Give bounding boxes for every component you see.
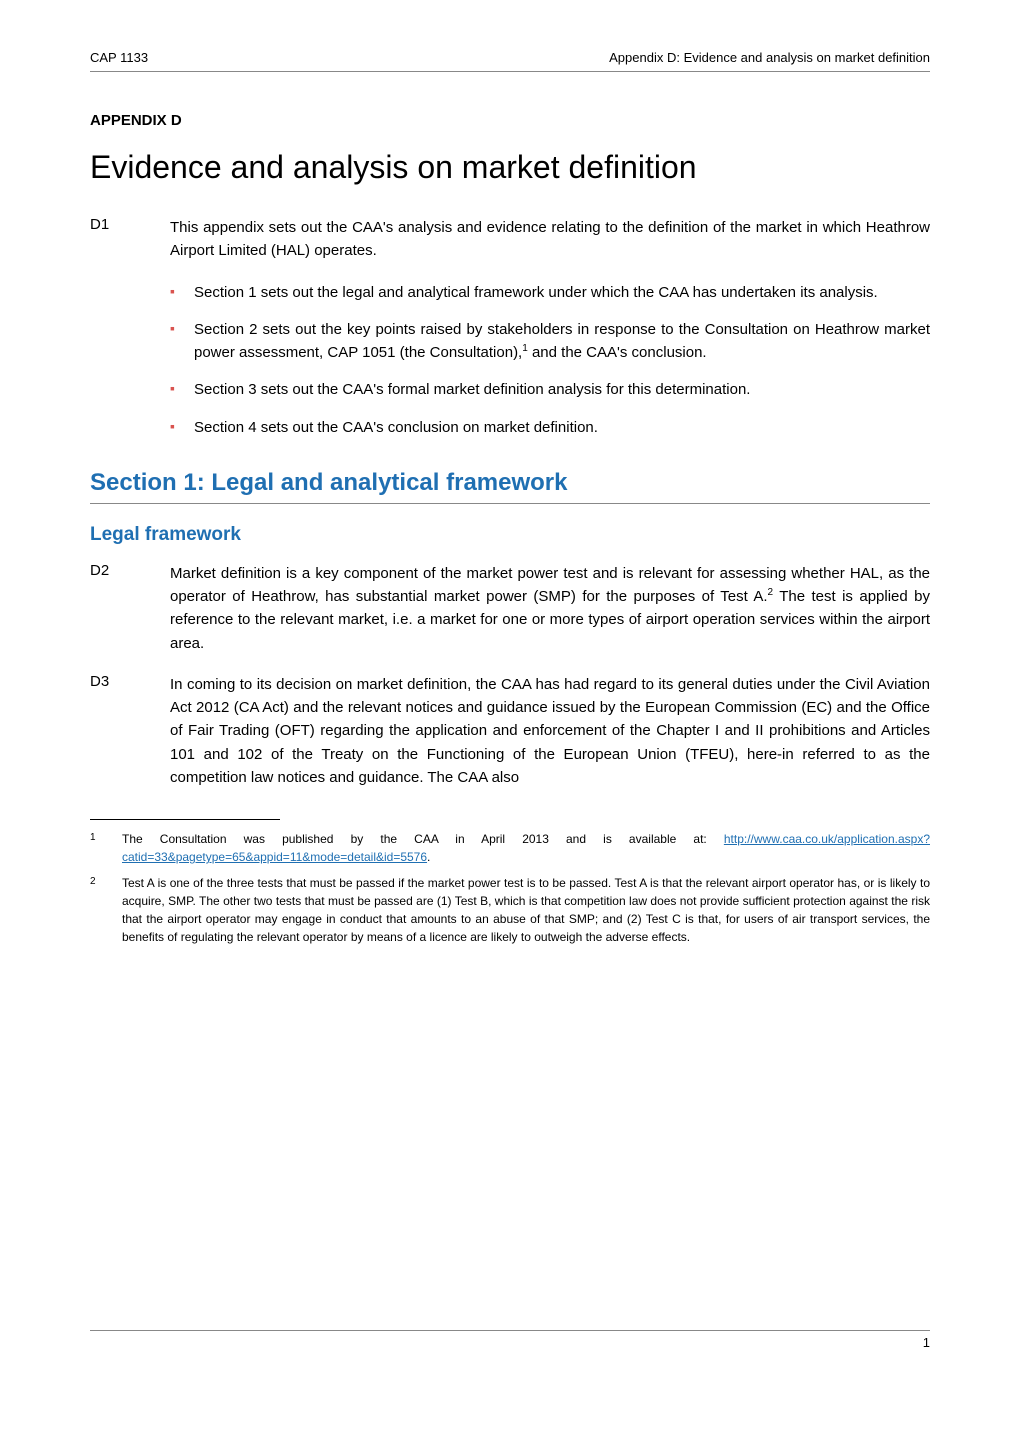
bullet-marker-icon: ▪	[170, 416, 194, 439]
bullet-item: ▪ Section 1 sets out the legal and analy…	[170, 281, 930, 304]
bullet-text: Section 4 sets out the CAA's conclusion …	[194, 416, 930, 439]
footnote-2: 2 Test A is one of the three tests that …	[90, 874, 930, 946]
header-right: Appendix D: Evidence and analysis on mar…	[609, 50, 930, 65]
footnote-num: 1	[90, 830, 122, 866]
page-footer: 1	[90, 1330, 930, 1350]
para-d2: D2 Market definition is a key component …	[90, 562, 930, 655]
bullet-item: ▪ Section 2 sets out the key points rais…	[170, 318, 930, 365]
footnote-divider	[90, 819, 280, 820]
bullet-marker-icon: ▪	[170, 378, 194, 401]
bullet-marker-icon: ▪	[170, 281, 194, 304]
para-body-d2: Market definition is a key component of …	[170, 562, 930, 655]
footnote-1: 1 The Consultation was published by the …	[90, 830, 930, 866]
bullet-item: ▪ Section 3 sets out the CAA's formal ma…	[170, 378, 930, 401]
para-num-d2: D2	[90, 562, 170, 655]
bullet-text: Section 2 sets out the key points raised…	[194, 318, 930, 365]
page-number: 1	[923, 1335, 930, 1350]
bullet-text: Section 3 sets out the CAA's formal mark…	[194, 378, 930, 401]
para-d3: D3 In coming to its decision on market d…	[90, 673, 930, 789]
page-title: Evidence and analysis on market definiti…	[90, 149, 930, 186]
header-bar: CAP 1133 Appendix D: Evidence and analys…	[90, 50, 930, 72]
para-body-d3: In coming to its decision on market defi…	[170, 673, 930, 789]
section-heading: Section 1: Legal and analytical framewor…	[90, 469, 930, 504]
appendix-label: APPENDIX D	[90, 112, 930, 129]
sub-heading-legal: Legal framework	[90, 524, 930, 546]
para-num-d3: D3	[90, 673, 170, 789]
footnote-text: The Consultation was published by the CA…	[122, 830, 930, 866]
header-left: CAP 1133	[90, 50, 148, 65]
page: CAP 1133 Appendix D: Evidence and analys…	[0, 0, 1020, 1380]
para-num-d1: D1	[90, 216, 170, 263]
footnote-text: Test A is one of the three tests that mu…	[122, 874, 930, 946]
bullet-marker-icon: ▪	[170, 318, 194, 365]
bullet-text: Section 1 sets out the legal and analyti…	[194, 281, 930, 304]
footnote-num: 2	[90, 874, 122, 946]
para-d1: D1 This appendix sets out the CAA's anal…	[90, 216, 930, 263]
para-body-d1: This appendix sets out the CAA's analysi…	[170, 216, 930, 263]
bullet-list-d1: ▪ Section 1 sets out the legal and analy…	[170, 281, 930, 439]
bullet-item: ▪ Section 4 sets out the CAA's conclusio…	[170, 416, 930, 439]
